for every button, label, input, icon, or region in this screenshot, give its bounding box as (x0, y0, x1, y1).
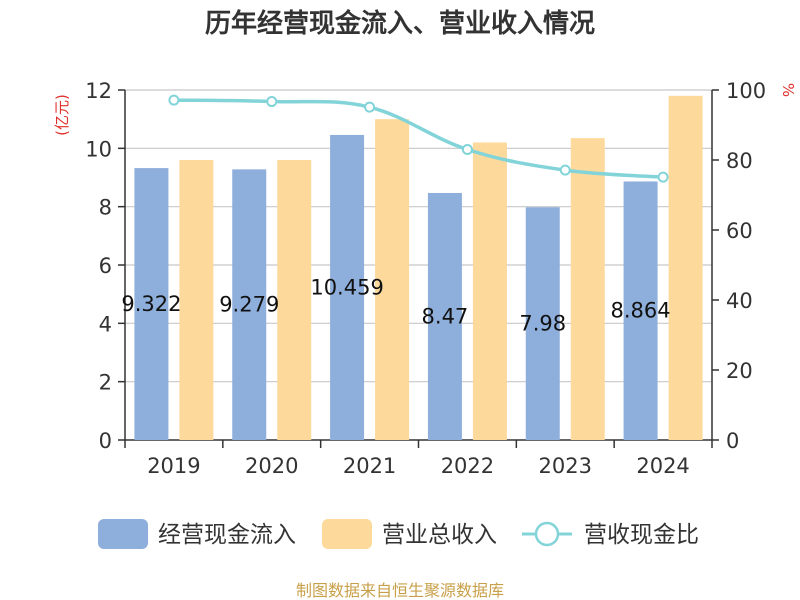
left-axis-tick-label: 2 (99, 371, 112, 395)
right-axis-tick-label: 0 (726, 429, 739, 453)
left-axis-tick-label: 6 (99, 254, 112, 278)
chart-title: 历年经营现金流入、营业收入情况 (205, 8, 595, 39)
bar-value-label: 8.47 (422, 304, 469, 328)
bars (134, 95, 703, 441)
bar (232, 169, 267, 441)
legend-label[interactable]: 营收现金比 (584, 522, 699, 548)
source-note: 制图数据来自恒生聚源数据库 (296, 581, 504, 600)
legend-marker (534, 521, 560, 547)
x-axis-tick-label: 2023 (539, 454, 592, 478)
legend-swatch (322, 519, 372, 549)
left-axis-tick-label: 4 (99, 312, 112, 336)
x-axis-tick-label: 2022 (441, 454, 494, 478)
bar (623, 181, 658, 440)
ratio-point (168, 94, 180, 106)
left-axis-tick-label: 0 (99, 429, 112, 453)
x-axis-tick-label: 2021 (343, 454, 396, 478)
bar (472, 142, 507, 440)
bar (668, 95, 703, 440)
bar-value-label: 8.864 (611, 299, 671, 323)
x-axis-tick-label: 2024 (636, 454, 689, 478)
gridlines (125, 89, 712, 383)
right-axis-tick-label: 40 (726, 289, 753, 313)
legend[interactable]: 经营现金流入 营业总收入 营收现金比 (98, 519, 699, 549)
right-axis-tick-label: 100 (726, 79, 766, 103)
left-axis-tick-label: 8 (99, 196, 112, 220)
bar-labels: 9.322 9.279 10.459 8.47 7.98 8.864 (121, 275, 670, 335)
left-axis-tick-label: 10 (85, 137, 112, 161)
bar (179, 160, 214, 440)
axes: 0 2 4 6 8 10 12 0 20 40 60 80 100 2019 2020 2021 2022 202… (85, 79, 766, 478)
bar (570, 138, 605, 440)
ratio-point (559, 164, 571, 176)
ratio-point (266, 96, 278, 108)
legend-label[interactable]: 营业总收入 (382, 522, 497, 548)
bar (427, 192, 462, 440)
ratio-point (657, 171, 669, 183)
bar-value-label: 10.459 (310, 275, 383, 299)
ratio-point (364, 101, 376, 113)
bar (134, 168, 169, 440)
x-axis-tick-label: 2019 (147, 454, 200, 478)
bar (525, 207, 560, 440)
bar (330, 134, 365, 440)
left-axis-unit: (亿元) (53, 94, 71, 136)
bar (375, 119, 410, 441)
right-axis-tick-label: 60 (726, 219, 753, 243)
left-axis-tick-label: 12 (85, 79, 112, 103)
ratio-line (173, 98, 664, 179)
right-axis-tick-label: 20 (726, 359, 753, 383)
right-axis-tick-label: 80 (726, 149, 753, 173)
bar-value-label: 9.279 (219, 293, 279, 317)
right-axis-unit: % (779, 83, 797, 97)
bar-value-label: 9.322 (121, 292, 181, 316)
line-series (168, 94, 669, 183)
legend-swatch (98, 519, 148, 549)
bar (277, 160, 312, 440)
x-axis-tick-label: 2020 (245, 454, 298, 478)
ratio-point (461, 144, 473, 155)
legend-label[interactable]: 经营现金流入 (158, 522, 296, 548)
bar-value-label: 7.98 (519, 312, 566, 336)
